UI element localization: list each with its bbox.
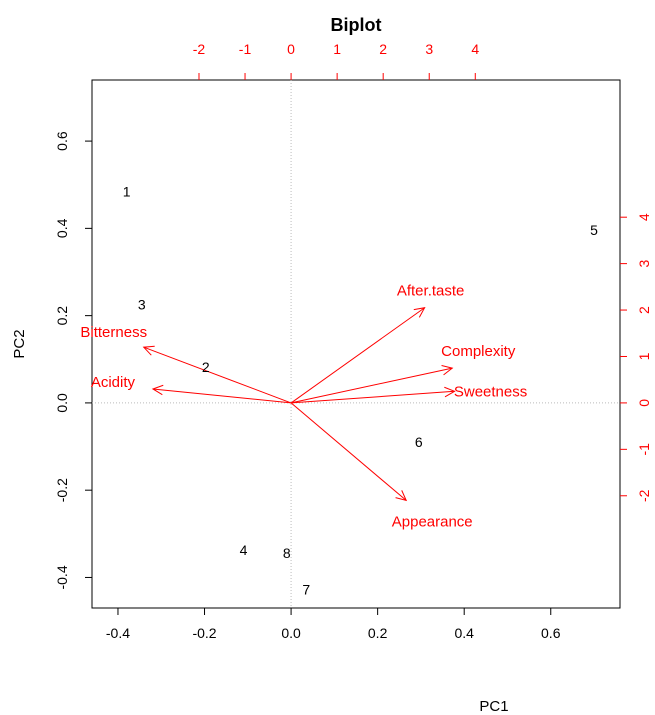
- y-tick-label: 0.0: [54, 393, 70, 413]
- arrowhead: [413, 307, 426, 318]
- top-tick-label: 0: [287, 41, 295, 57]
- arrowhead: [142, 345, 155, 356]
- x-axis-top: -2 -1 0 1 2 3 4: [193, 41, 479, 80]
- x-axis-label: PC1: [479, 698, 508, 715]
- top-tick-label: 3: [425, 41, 433, 57]
- right-tick-label: 0: [636, 399, 652, 407]
- reference-lines: [92, 80, 620, 608]
- observation-point: 6: [415, 434, 423, 450]
- arrow-sweetness: [291, 390, 455, 404]
- arrowhead: [395, 490, 408, 502]
- arrow-acidity: [152, 388, 292, 404]
- variable-label: Complexity: [441, 343, 516, 360]
- x-tick-label: -0.2: [192, 625, 216, 641]
- y-tick-label: 0.2: [54, 306, 70, 326]
- x-tick-label: 0.2: [368, 625, 388, 641]
- x-tick-label: 0.6: [541, 625, 561, 641]
- x-tick-label: 0.4: [454, 625, 474, 641]
- arrowhead: [151, 384, 164, 396]
- variable-label: Appearance: [392, 513, 473, 530]
- top-tick-label: -1: [239, 41, 252, 57]
- right-tick-label: -1: [636, 443, 652, 456]
- top-tick-label: 4: [471, 41, 479, 57]
- observation-point: 7: [302, 582, 310, 598]
- y-axis-left: -0.4 -0.2 0.0 0.2 0.4 0.6: [54, 131, 92, 590]
- arrowhead: [441, 365, 454, 376]
- observation-point: 8: [283, 545, 291, 561]
- observation-point: 4: [240, 542, 248, 558]
- plot-frame: [91, 79, 621, 609]
- top-tick-label: 2: [379, 41, 387, 57]
- observation-point: 5: [590, 222, 598, 238]
- top-tick-label: 1: [333, 41, 341, 57]
- chart-title: Biplot: [331, 15, 382, 35]
- right-tick-label: 2: [636, 306, 652, 314]
- arrow-complexity: [290, 367, 453, 404]
- arrow-bitterness: [143, 346, 292, 404]
- y-axis-right: -2 -1 0 1 2 3 4: [620, 213, 652, 502]
- x-tick-label: 0.0: [281, 625, 301, 641]
- variable-label: Bitterness: [80, 324, 147, 341]
- observation-point: 3: [138, 297, 146, 313]
- observation-point: 2: [202, 359, 210, 375]
- y-tick-label: -0.4: [54, 565, 70, 589]
- right-tick-label: -2: [636, 489, 652, 502]
- y-tick-label: 0.6: [54, 131, 70, 151]
- arrow-appearance: [290, 402, 407, 501]
- right-tick-label: 3: [636, 260, 652, 268]
- variable-label: Acidity: [91, 374, 136, 391]
- variable-label: After.taste: [397, 283, 465, 300]
- observation-labels: 1 2 3 4 5 6 7 8: [123, 183, 598, 597]
- x-axis-bottom: -0.4 -0.2 0.0 0.2 0.4 0.6: [106, 608, 561, 641]
- arrow-after-taste: [290, 307, 425, 404]
- variable-label: Sweetness: [454, 383, 527, 400]
- top-tick-label: -2: [193, 41, 206, 57]
- variable-arrows: After.taste Complexity Sweetness Appearance…: [80, 283, 527, 531]
- arrowhead: [444, 386, 456, 398]
- x-tick-label: -0.4: [106, 625, 130, 641]
- right-tick-label: 4: [636, 213, 652, 221]
- right-tick-label: 1: [636, 352, 652, 360]
- y-tick-label: -0.2: [54, 478, 70, 502]
- y-axis-label: PC2: [11, 329, 28, 358]
- observation-point: 1: [123, 183, 131, 199]
- y-tick-label: 0.4: [54, 218, 70, 238]
